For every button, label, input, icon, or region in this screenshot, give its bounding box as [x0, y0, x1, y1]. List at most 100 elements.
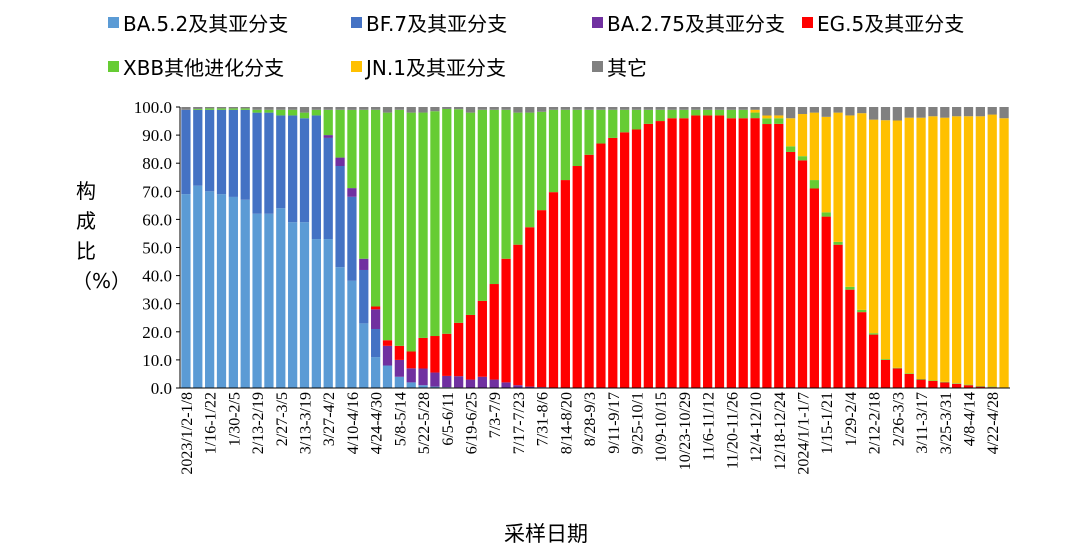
bar-segment — [774, 115, 784, 119]
bar-segment — [228, 107, 238, 109]
bar-segment — [276, 109, 286, 116]
bar-segment — [928, 380, 938, 381]
bar-segment — [430, 111, 440, 337]
bar-segment — [359, 107, 369, 110]
bar-segment — [465, 112, 476, 315]
bar-segment — [418, 112, 428, 338]
bar-segment — [667, 107, 677, 110]
bar-segment — [371, 107, 381, 110]
bar-segment — [655, 107, 665, 110]
bar-segment — [382, 340, 393, 346]
bar-segment — [963, 116, 974, 385]
legend-item: JN.1及其亚分支 — [351, 52, 506, 81]
bar-segment — [418, 337, 428, 369]
legend-item: BA.5.2及其亚分支 — [108, 8, 288, 37]
bar-segment — [477, 300, 487, 377]
bar-segment — [311, 239, 321, 388]
bar-segment — [845, 115, 855, 287]
bar-segment — [216, 194, 227, 388]
bar-segment — [987, 107, 997, 115]
bar-segment — [643, 123, 653, 389]
bar-segment — [548, 109, 559, 193]
x-tick-label: 12/18-12/24 — [772, 392, 789, 470]
bar-segment — [892, 368, 902, 388]
bar-segment — [738, 118, 748, 389]
bar-segment — [572, 166, 582, 388]
x-tick-label: 1/16-1/22 — [203, 392, 220, 454]
bar-segment — [560, 107, 570, 110]
bar-segment — [975, 107, 985, 117]
bar-segment — [347, 196, 357, 281]
bar-segment — [821, 212, 831, 217]
bar-segment — [537, 111, 547, 211]
bar-segment — [904, 107, 914, 118]
legend-item: XBB其他进化分支 — [108, 52, 284, 81]
bar-segment — [952, 383, 962, 384]
bar-segment — [193, 108, 203, 110]
bar-segment — [845, 286, 855, 290]
bar-segment — [382, 107, 393, 113]
y-tick-label: 60.0 — [142, 210, 172, 229]
bar-segment — [335, 267, 345, 388]
x-tick-label: 5/22-5/28 — [416, 392, 433, 454]
bar-segment — [465, 107, 476, 113]
bar-segment — [880, 120, 891, 360]
legend-swatch — [802, 17, 813, 28]
bar-segment — [869, 119, 879, 334]
bar-segment — [525, 227, 535, 387]
bar-segment — [430, 336, 440, 373]
bar-segment — [371, 328, 381, 358]
bar-segment — [821, 107, 831, 117]
legend-swatch — [592, 61, 603, 72]
bar-segment — [631, 129, 642, 389]
bar-segment — [371, 306, 381, 310]
bar-segment — [631, 107, 642, 110]
bar-segment — [572, 107, 582, 110]
bar-segment — [323, 239, 333, 388]
legend-label: JN.1及其亚分支 — [366, 56, 506, 80]
bar-segment — [371, 357, 381, 388]
bar-segment — [928, 107, 938, 117]
bar-segment — [714, 107, 725, 110]
bar-segment — [335, 157, 345, 167]
bar-segment — [952, 383, 962, 388]
bar-segment — [205, 107, 215, 109]
bar-segment — [703, 109, 713, 116]
bar-segment — [513, 112, 523, 245]
bar-segment — [406, 351, 416, 369]
bar-segment — [762, 107, 772, 116]
x-tick-label: 3/11-3/17 — [914, 392, 931, 454]
bar-segment — [382, 345, 393, 366]
bar-segment — [667, 109, 677, 119]
bar-segment — [596, 143, 606, 388]
bar-segment — [608, 137, 618, 388]
bar-segment — [406, 368, 416, 383]
bar-segment — [240, 107, 250, 109]
bar-segment — [228, 108, 238, 110]
legend-label: EG.5及其亚分支 — [817, 12, 965, 36]
bar-segment — [359, 323, 369, 388]
bar-segment — [560, 180, 570, 388]
y-tick-label: 30.0 — [142, 295, 172, 314]
bar-segment — [264, 107, 274, 110]
bar-segment — [299, 112, 310, 119]
bar-segment — [667, 118, 677, 389]
bar-segment — [703, 115, 713, 389]
bar-segment — [584, 109, 594, 155]
bar-segment — [869, 333, 879, 335]
x-tick-label: 12/4-12/10 — [748, 392, 765, 462]
bar-segment — [288, 109, 298, 116]
bar-segment — [430, 386, 440, 388]
legend-label: BA.5.2及其亚分支 — [123, 12, 289, 36]
bar-segment — [786, 107, 796, 119]
bar-segment — [205, 108, 215, 110]
bar-segment — [892, 367, 902, 369]
bar-segment — [560, 109, 570, 181]
bar-segment — [454, 322, 464, 377]
bar-segment — [477, 109, 487, 301]
bar-segment — [216, 107, 227, 109]
bar-segment — [335, 166, 345, 268]
bar-segment — [501, 109, 511, 259]
bar-segment — [276, 115, 286, 209]
bar-segment — [181, 194, 191, 388]
